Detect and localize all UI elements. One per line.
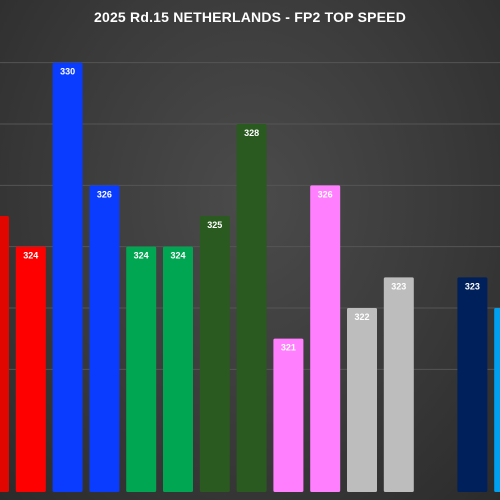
bar <box>52 62 83 493</box>
bar-value-label: 324 <box>134 251 149 261</box>
bar <box>273 338 304 492</box>
bar <box>494 308 500 492</box>
bar-value-label: 324 <box>170 251 185 261</box>
bar-value-label: 323 <box>391 281 406 291</box>
bar-value-label: 330 <box>60 67 75 77</box>
bar-value-label: 323 <box>465 281 480 291</box>
bar <box>457 277 488 492</box>
bar-value-label: 322 <box>354 312 369 322</box>
chart-title: 2025 Rd.15 NETHERLANDS - FP2 TOP SPEED <box>93 9 407 25</box>
bar-value-label: 326 <box>97 189 112 199</box>
bar-value-label: 326 <box>318 189 333 199</box>
bar-value-label: 321 <box>281 343 296 353</box>
bar <box>126 246 157 492</box>
bar <box>163 246 193 492</box>
bar <box>89 185 120 493</box>
bar-value-label: 324 <box>23 251 38 261</box>
bar-value-label: 325 <box>207 220 222 230</box>
bar <box>383 277 414 492</box>
bar <box>0 216 9 492</box>
bar <box>199 216 230 492</box>
bar <box>310 185 341 493</box>
bar <box>15 246 46 492</box>
bar <box>347 308 377 492</box>
bar <box>236 124 267 492</box>
bar-value-label: 328 <box>244 128 259 138</box>
